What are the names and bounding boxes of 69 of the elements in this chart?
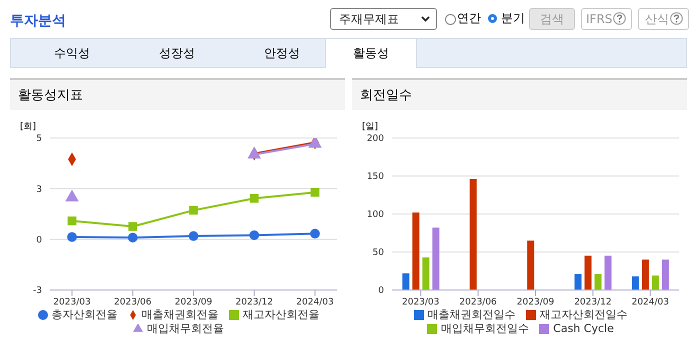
text: 활동성 (325, 38, 417, 68)
bar (422, 257, 430, 290)
point (188, 231, 198, 241)
legend-label: 매입채무회전일수 (441, 322, 530, 335)
point (249, 230, 260, 240)
legend-label: 총자산회전율 (52, 308, 118, 321)
point (310, 188, 320, 197)
bar (574, 274, 582, 290)
bar (642, 260, 649, 290)
y-axis-title: [회] (20, 121, 36, 133)
x-tick-label: 2023/03 (402, 297, 440, 308)
y-tick-label: 200 (366, 134, 384, 144)
bar (432, 228, 440, 290)
text: 분기 (501, 10, 525, 27)
y-tick-label: 0 (378, 286, 384, 296)
text: 안정성 (263, 44, 301, 62)
x-tick-label: 2023/12 (574, 297, 612, 308)
text: 투자분석 (10, 12, 66, 30)
point (310, 228, 320, 239)
x-tick-label: 2024/03 (632, 297, 669, 308)
legend-label: 재고자산회전율 (242, 308, 320, 321)
text: 산식 (638, 8, 689, 30)
legend-label: 매출채권회전일수 (428, 308, 516, 321)
point (128, 222, 138, 231)
text: 검색 (529, 8, 575, 30)
point (189, 206, 198, 215)
x-tick-label: 2023/09 (516, 297, 554, 308)
x-tick-label: 2023/06 (459, 297, 498, 308)
x-tick-label: 2023/12 (236, 297, 273, 308)
bar (662, 260, 669, 290)
legend-label: Cash Cycle (553, 322, 614, 335)
y-tick-label: 50 (372, 248, 384, 258)
text: IFRS (581, 8, 632, 30)
y-tick-label: 150 (366, 172, 384, 182)
point (250, 194, 259, 203)
bar (604, 256, 612, 290)
chart-title: 활동성지표 (10, 80, 345, 110)
x-tick-label: 2024/03 (296, 297, 334, 308)
y-tick-label: 5 (36, 134, 42, 144)
x-tick-label: 2023/06 (114, 297, 152, 308)
text: 수익성 (53, 44, 91, 62)
chart-title: 회전일수 (352, 80, 687, 110)
y-tick-label: 3 (36, 184, 42, 195)
point (66, 190, 78, 202)
bar (632, 276, 639, 290)
y-axis-title: [일] (362, 121, 378, 133)
point (67, 232, 77, 242)
legend-label: 매출채권회전율 (142, 308, 218, 321)
dropdown-field: 주재무제표 (330, 8, 437, 30)
bar (652, 276, 659, 290)
legend-label: 매입채무회전율 (147, 322, 224, 335)
bar (412, 212, 420, 290)
bar (402, 273, 410, 290)
point (248, 147, 261, 158)
text: 성장성 (158, 44, 196, 62)
bar (527, 240, 534, 290)
y-tick-label: -3 (33, 286, 42, 296)
x-tick-label: 2023/03 (53, 297, 91, 308)
legend-label: 재고자산회전일수 (540, 308, 628, 321)
bar (584, 256, 592, 290)
y-tick-label: 0 (36, 236, 42, 246)
text: 연간 (457, 10, 481, 27)
bar (594, 274, 602, 290)
point (128, 232, 138, 242)
x-tick-label: 2023/09 (174, 297, 212, 308)
point (68, 216, 76, 226)
y-tick-label: 100 (366, 210, 384, 220)
bar (470, 179, 477, 290)
point (308, 138, 322, 148)
